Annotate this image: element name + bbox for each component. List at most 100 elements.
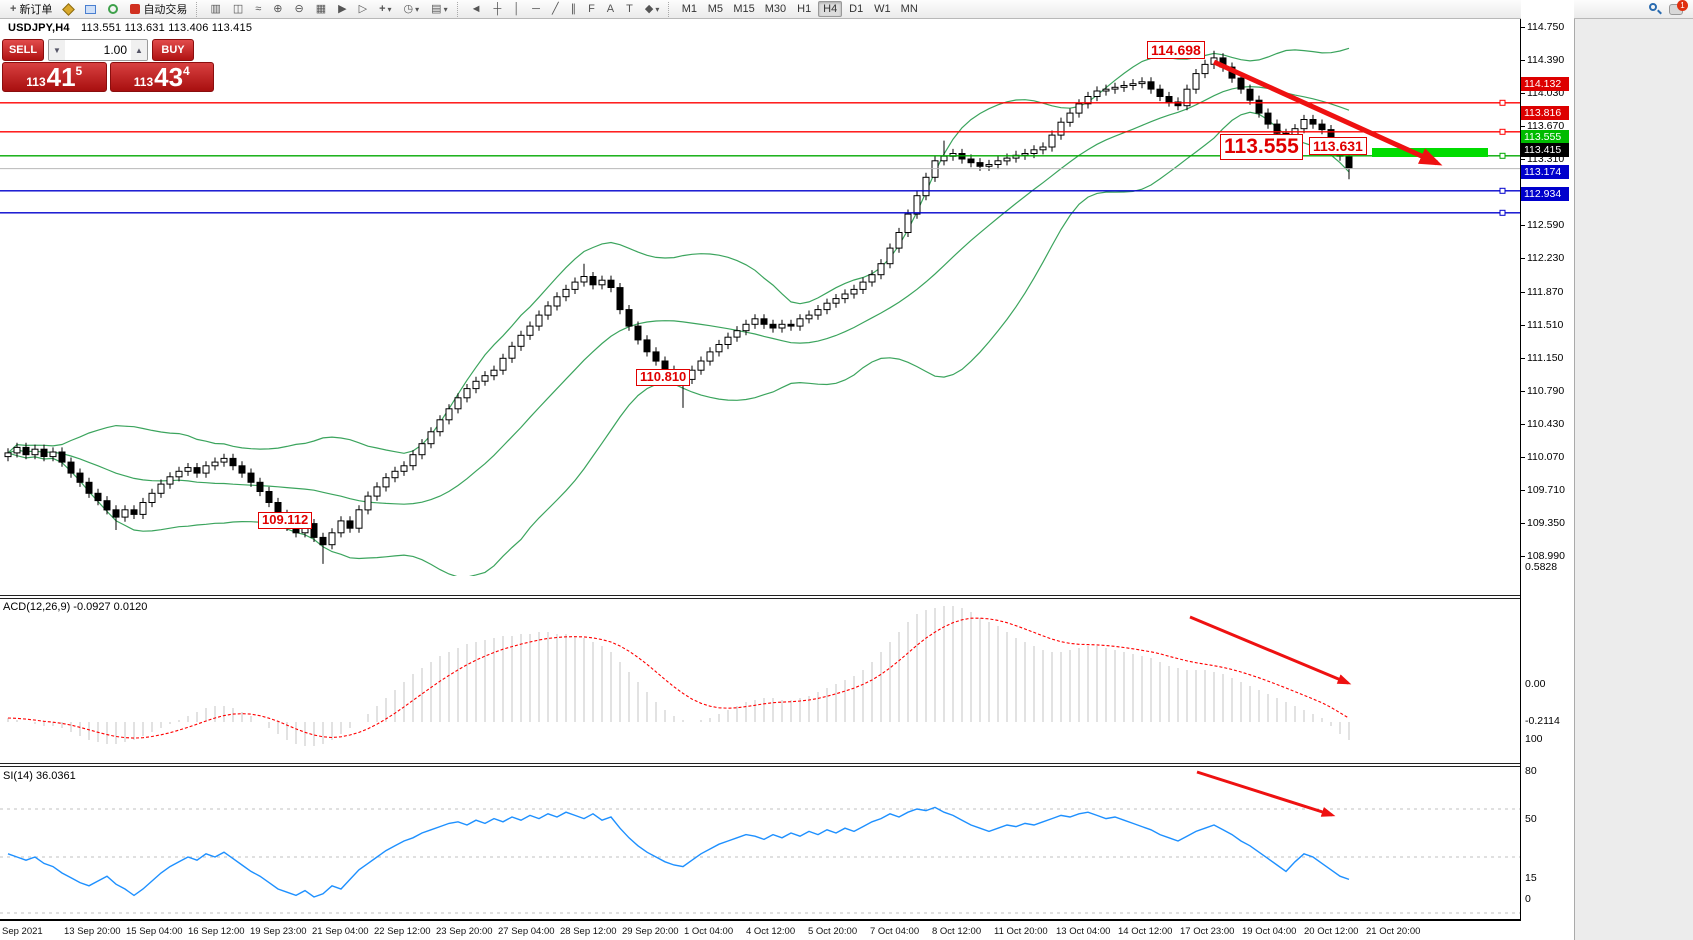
rsi-line (7, 806, 1350, 898)
macd-scale-label: 0.5828 (1525, 561, 1558, 573)
trend-arrow[interactable] (1212, 59, 1443, 166)
new-order-button[interactable]: + 新订单 (5, 1, 57, 18)
price-axis-chip: 113.174 (1521, 164, 1569, 179)
buy-button[interactable]: BUY (152, 39, 194, 61)
tile-windows-button[interactable]: ▦ (311, 1, 331, 18)
text-button[interactable]: A (602, 1, 619, 18)
price-annotation-label[interactable]: 113.555 (1220, 134, 1303, 161)
price-axis[interactable]: 114.750 114.390 114.030 113.670 113.310 112.5… (1520, 0, 1574, 921)
rsi-scale-label: 15 (1525, 872, 1537, 884)
periods-dropdown-icon: ▾ (415, 4, 420, 14)
rsi-scale-label: 0 (1525, 893, 1531, 905)
trendline-button[interactable]: ╱ (547, 1, 564, 18)
toolbar: + 新订单 自动交易 ▥ ◫ ≈ ⊕ ⊖ ▦ ▶ ▷ + ▾ ◷ ▾ ▤ ▾ ◄ ┼ │ ─ ╱ ∥ F A T ◆ ▾ M1 M5 M15… (0, 0, 1693, 19)
price-tick-label: 111.150 (1520, 351, 1564, 364)
highlight-bar[interactable] (1372, 148, 1488, 157)
timeframe-m1-button[interactable]: M1 (681, 3, 697, 15)
buy-price-display[interactable]: 113 43 4 (109, 62, 214, 92)
text-label-button[interactable]: T (621, 1, 638, 18)
price-tick-label: 114.750 (1520, 21, 1565, 33)
candles-layer (4, 50, 1353, 564)
crosshair-button[interactable]: ┼ (488, 1, 506, 18)
sell-price-display[interactable]: 113 41 5 (2, 62, 107, 92)
rsi-panel[interactable] (0, 767, 1520, 937)
price-annotation-label[interactable]: 114.698 (1147, 41, 1205, 60)
cursor-button[interactable]: ◄ (466, 1, 487, 18)
chat-icon[interactable]: 1 (1669, 0, 1688, 15)
buy-price-pip: 4 (183, 64, 190, 78)
indicators-button[interactable]: + ▾ (374, 1, 396, 18)
timeframe-w1-button[interactable]: W1 (874, 3, 891, 15)
price-tick-label: 110.070 (1520, 450, 1565, 463)
shapes-dropdown-icon: ▾ (655, 4, 660, 14)
timeframe-d1-button[interactable]: D1 (849, 3, 864, 15)
timeframe-m30-button[interactable]: M30 (764, 3, 787, 15)
quote-bar: USDJPY,H4 113.551 113.631 113.406 113.41… (8, 22, 252, 34)
price-annotation-label[interactable]: 110.810 (636, 369, 691, 386)
macd-signal-line (7, 617, 1350, 739)
price-annotation-label[interactable]: 109.112 (258, 512, 313, 529)
volume-input[interactable] (65, 40, 131, 60)
toolbar-separator (196, 1, 201, 17)
periods-icon: ◷ (403, 2, 414, 15)
macd-panel[interactable] (0, 599, 1520, 763)
bollinger-bands (7, 47, 1350, 576)
periods-button[interactable]: ◷ ▾ (399, 1, 425, 18)
time-axis[interactable]: Sep 2021 13 Sep 20:00 15 Sep 04:00 16 Sep 1… (0, 919, 1574, 940)
channel-button[interactable]: ∥ (566, 1, 582, 18)
templates-icon: ▤ (431, 2, 442, 15)
rsi-scale-label: 50 (1525, 813, 1537, 825)
tile-windows-icon: ▦ (315, 2, 327, 15)
toolbar-separator (668, 1, 673, 17)
zoom-out-button[interactable]: ⊖ (290, 1, 309, 18)
channel-icon: ∥ (570, 2, 577, 15)
sell-button[interactable]: SELL (2, 39, 44, 61)
main-price-chart[interactable] (0, 19, 1520, 576)
trend-arrow[interactable] (1196, 770, 1336, 817)
auto-scroll-button[interactable]: ▶ (333, 1, 351, 18)
toolbar-right-icons: 1 (1649, 0, 1689, 15)
fibonacci-button[interactable]: F (583, 1, 600, 18)
timeframe-h1-button[interactable]: H1 (797, 3, 812, 15)
time-tick-label: 19 Oct 04:00 (1242, 926, 1297, 937)
horizontal-line-button[interactable]: ─ (527, 1, 545, 18)
line-chart-button[interactable]: ≈ (250, 1, 266, 18)
zoom-in-icon: ⊕ (273, 2, 283, 15)
auto-trading-button[interactable]: 自动交易 (125, 1, 192, 18)
symbol-period-label: USDJPY,H4 (8, 22, 70, 34)
vertical-line-button[interactable]: │ (508, 1, 525, 18)
price-tick-label: 110.430 (1520, 417, 1565, 430)
signals-button[interactable] (103, 1, 123, 18)
search-icon[interactable] (1649, 3, 1662, 15)
horizontal-line-objects[interactable] (0, 99, 1520, 216)
zoom-out-icon: ⊖ (294, 2, 304, 15)
panel-separator-macd[interactable] (0, 595, 1574, 599)
panel-separator-rsi[interactable] (0, 763, 1574, 767)
horizontal-line-icon: ─ (532, 2, 540, 15)
time-tick-label: 23 Sep 20:00 (436, 926, 493, 937)
bar-chart-button[interactable]: ▥ (205, 1, 225, 18)
timeframe-mn-button[interactable]: MN (900, 3, 918, 15)
vertical-line-icon: │ (513, 2, 521, 15)
timeframe-h4-button[interactable]: H4 (818, 1, 843, 17)
volume-decrease-button[interactable]: ▼ (49, 40, 65, 60)
trend-arrow[interactable] (1189, 615, 1352, 685)
price-annotation-label[interactable]: 113.631 (1309, 137, 1367, 156)
timeframe-m15-button[interactable]: M15 (733, 3, 755, 15)
macd-scale-label: 0.00 (1525, 678, 1546, 690)
chart-shift-button[interactable]: ▷ (354, 1, 372, 18)
time-tick-label: 20 Oct 12:00 (1304, 926, 1359, 937)
volume-increase-button[interactable]: ▲ (131, 40, 147, 60)
auto-scroll-icon: ▶ (338, 2, 347, 15)
styler-button[interactable] (59, 1, 78, 18)
zoom-in-button[interactable]: ⊕ (268, 1, 287, 18)
chart-window[interactable]: USDJPY,H4 113.551 113.631 113.406 113.41… (0, 19, 1574, 940)
templates-button[interactable]: ▤ ▾ (426, 1, 452, 18)
timeframe-m5-button[interactable]: M5 (707, 3, 723, 15)
auto-trading-label: 自动交易 (143, 4, 188, 16)
candlestick-chart-button[interactable]: ◫ (228, 1, 248, 18)
shapes-button[interactable]: ◆ ▾ (640, 1, 664, 18)
profiles-button[interactable] (80, 1, 101, 18)
price-tick-label: 114.390 (1520, 54, 1565, 67)
price-axis-chip: 113.816 (1521, 105, 1569, 120)
